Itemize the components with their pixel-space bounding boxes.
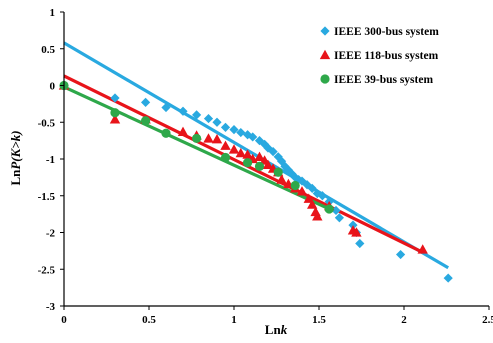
ieee39-point xyxy=(220,152,231,163)
plot-area xyxy=(58,41,453,283)
ieee118-point xyxy=(303,193,314,203)
ieee118-point xyxy=(109,114,121,124)
ieee300-point xyxy=(317,191,327,201)
x-tick-label: 2 xyxy=(401,314,407,326)
y-tick-label: -3 xyxy=(46,301,56,313)
ieee300-point xyxy=(443,273,453,283)
ieee300-legend-label: IEEE 300-bus system xyxy=(334,26,439,38)
y-tick-label: 0 xyxy=(50,81,56,93)
ieee300-point xyxy=(161,102,171,113)
y-tick-label: -1 xyxy=(46,154,55,166)
ieee39-point xyxy=(254,161,265,171)
y-tick-label: -2.5 xyxy=(38,264,56,276)
x-tick-label: 2.5 xyxy=(482,314,493,326)
ieee39-points xyxy=(59,80,334,214)
ieee300-point xyxy=(141,97,151,108)
ieee300-point xyxy=(203,113,214,124)
ieee118-point xyxy=(203,133,214,143)
ieee300-point xyxy=(312,188,322,199)
ieee300-point xyxy=(110,93,120,103)
ieee39-point xyxy=(141,116,151,126)
ieee300-point xyxy=(302,180,312,190)
ieee118-point xyxy=(417,244,428,254)
ieee118-point xyxy=(312,211,323,221)
ieee118-point xyxy=(351,227,362,237)
ieee39-point xyxy=(243,158,253,168)
ieee300-point xyxy=(248,132,258,142)
ieee118-point xyxy=(307,199,318,209)
ieee300-point xyxy=(283,165,293,175)
ieee300-point xyxy=(268,147,278,157)
ieee39-point xyxy=(290,180,300,191)
ieee39-point xyxy=(273,167,283,177)
ieee118-point xyxy=(262,159,274,170)
y-tick-label: -0.5 xyxy=(38,117,56,129)
ieee39-fit-line xyxy=(63,85,330,211)
ieee300-point xyxy=(220,122,231,132)
ieee118-point xyxy=(220,140,231,150)
ieee39-point xyxy=(161,128,171,138)
ieee300-point xyxy=(396,249,406,260)
ieee118-point xyxy=(228,144,240,154)
ieee118-point xyxy=(254,151,265,161)
ieee300-points xyxy=(59,80,453,283)
ieee39-legend-marker xyxy=(320,74,330,84)
ieee118-point xyxy=(235,147,246,158)
y-tick-label: -1.5 xyxy=(38,191,56,203)
ieee300-point xyxy=(334,213,344,223)
y-tick-label: 0.5 xyxy=(41,44,55,56)
ieee300-point xyxy=(287,169,297,179)
x-tick-label: 0.5 xyxy=(142,314,156,326)
ieee300-point xyxy=(294,174,304,185)
ieee118-point xyxy=(177,126,189,136)
ieee39-point xyxy=(110,108,120,118)
x-tick-label: 0 xyxy=(61,314,67,326)
ieee300-point xyxy=(260,139,270,149)
ieee300-point xyxy=(355,238,365,249)
ieee118-legend-marker xyxy=(319,49,331,60)
ticks: 1 0.5 0 -0.5 -1 -1.5 -2 -2.5 -3 0 0.5 1 1.5 2 2.5 xyxy=(38,7,493,326)
legend: IEEE 300-bus system IEEE 118-bus system IE… xyxy=(319,26,439,86)
ieee118-legend-label: IEEE 118-bus system xyxy=(334,50,439,62)
ieee118-point xyxy=(296,186,308,196)
ieee39-legend-label: IEEE 39-bus system xyxy=(334,74,433,86)
ieee300-point xyxy=(212,117,222,127)
y-axis-title: LnP(K>k) xyxy=(8,130,23,185)
ieee300-point xyxy=(229,125,239,135)
ieee300-fit-line xyxy=(63,41,450,270)
ieee300-point xyxy=(277,156,287,166)
y-tick-label: 1 xyxy=(50,7,56,19)
ieee39-point xyxy=(324,204,334,214)
ieee300-point xyxy=(307,183,317,193)
ieee118-point xyxy=(242,149,253,159)
ieee118-point xyxy=(276,174,287,184)
ieee300-point xyxy=(192,110,202,120)
ieee118-point xyxy=(211,133,223,144)
x-axis-title: Lnk xyxy=(265,322,288,337)
ieee300-point xyxy=(178,106,188,116)
x-tick-label: 1 xyxy=(231,314,237,326)
ieee39-point xyxy=(192,133,202,144)
ieee300-legend-marker xyxy=(320,26,330,36)
y-tick-label: -2 xyxy=(46,228,56,240)
x-tick-label: 1.5 xyxy=(312,314,326,326)
